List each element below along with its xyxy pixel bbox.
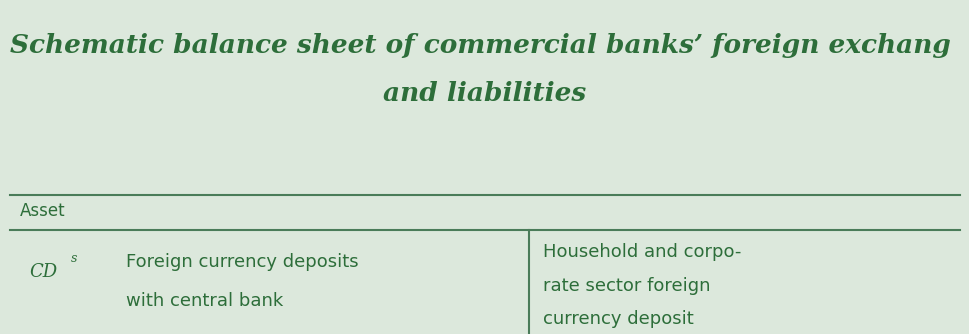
Text: CD: CD (29, 263, 57, 281)
Text: Foreign currency deposits: Foreign currency deposits (126, 253, 359, 271)
Text: Asset: Asset (19, 202, 65, 220)
Text: rate sector foreign: rate sector foreign (543, 277, 710, 295)
Text: with central bank: with central bank (126, 292, 283, 310)
Text: and liabilities: and liabilities (383, 81, 586, 106)
Text: currency deposit: currency deposit (543, 310, 693, 328)
Text: s: s (71, 253, 78, 265)
Text: Schematic balance sheet of commercial banks’ foreign exchang: Schematic balance sheet of commercial ba… (10, 33, 950, 57)
Text: Household and corpo-: Household and corpo- (543, 243, 741, 261)
